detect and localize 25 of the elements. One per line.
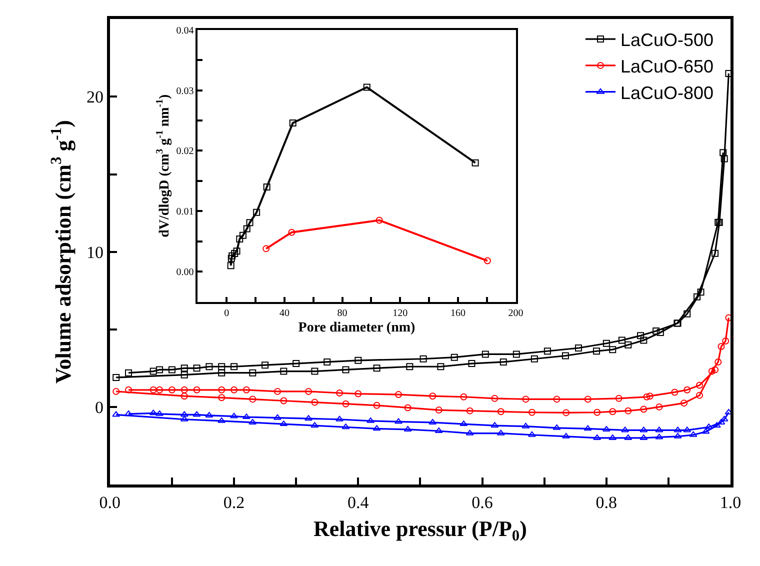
y-tick-label: 0 (94, 398, 104, 417)
x-tick-label: 80 (337, 308, 348, 319)
x-tick-label: 0 (224, 308, 230, 319)
x-tick-label: 0.8 (596, 492, 618, 512)
y-tick-label: 0.00 (176, 267, 194, 278)
legend-label: LaCuO-500 (620, 30, 714, 50)
x-tick-label: 1.0 (720, 492, 742, 512)
y-tick-label: 0.01 (176, 206, 194, 218)
legend-label: LaCuO-800 (620, 82, 714, 103)
y-tick-label: 0.02 (176, 146, 194, 158)
x-axis-title: Pore diameter (nm) (298, 320, 416, 336)
x-tick-label: 0.2 (223, 492, 245, 512)
x-tick-label: 40 (279, 308, 290, 319)
x-tick-label: 160 (450, 308, 466, 319)
y-tick-label: 0.03 (176, 86, 194, 97)
x-tick-label: 200 (508, 308, 524, 319)
x-axis-title: Relative pressur (P/P$_{0}$) (314, 516, 527, 544)
x-tick-label: 0.0 (99, 492, 121, 512)
y-tick-label: 10 (86, 242, 104, 262)
x-tick-label: 120 (392, 308, 408, 319)
y-tick-label: 20 (86, 88, 104, 107)
x-tick-label: 0.4 (348, 492, 370, 512)
legend-label: LaCuO-650 (620, 56, 714, 76)
x-tick-label: 0.6 (472, 492, 493, 512)
y-tick-label: 0.04 (176, 25, 194, 36)
